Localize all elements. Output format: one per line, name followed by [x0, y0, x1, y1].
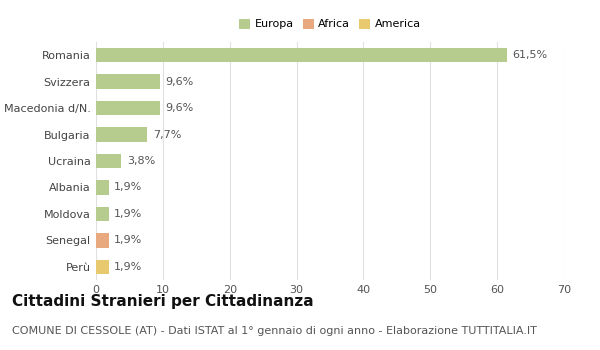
Text: 3,8%: 3,8%: [127, 156, 155, 166]
Text: 9,6%: 9,6%: [166, 77, 194, 87]
Text: 1,9%: 1,9%: [114, 262, 142, 272]
Bar: [96, 75, 160, 89]
Legend: Europa, Africa, America: Europa, Africa, America: [237, 16, 423, 32]
Bar: [96, 127, 148, 142]
Bar: [96, 101, 160, 116]
Text: 9,6%: 9,6%: [166, 103, 194, 113]
Text: COMUNE DI CESSOLE (AT) - Dati ISTAT al 1° gennaio di ogni anno - Elaborazione TU: COMUNE DI CESSOLE (AT) - Dati ISTAT al 1…: [12, 326, 537, 336]
Bar: [96, 233, 109, 247]
Text: Cittadini Stranieri per Cittadinanza: Cittadini Stranieri per Cittadinanza: [12, 294, 314, 309]
Bar: [96, 206, 109, 221]
Text: 1,9%: 1,9%: [114, 182, 142, 192]
Bar: [96, 154, 121, 168]
Text: 1,9%: 1,9%: [114, 235, 142, 245]
Text: 61,5%: 61,5%: [512, 50, 548, 60]
Bar: [96, 48, 507, 63]
Bar: [96, 180, 109, 195]
Bar: [96, 259, 109, 274]
Text: 1,9%: 1,9%: [114, 209, 142, 219]
Text: 7,7%: 7,7%: [153, 130, 181, 140]
